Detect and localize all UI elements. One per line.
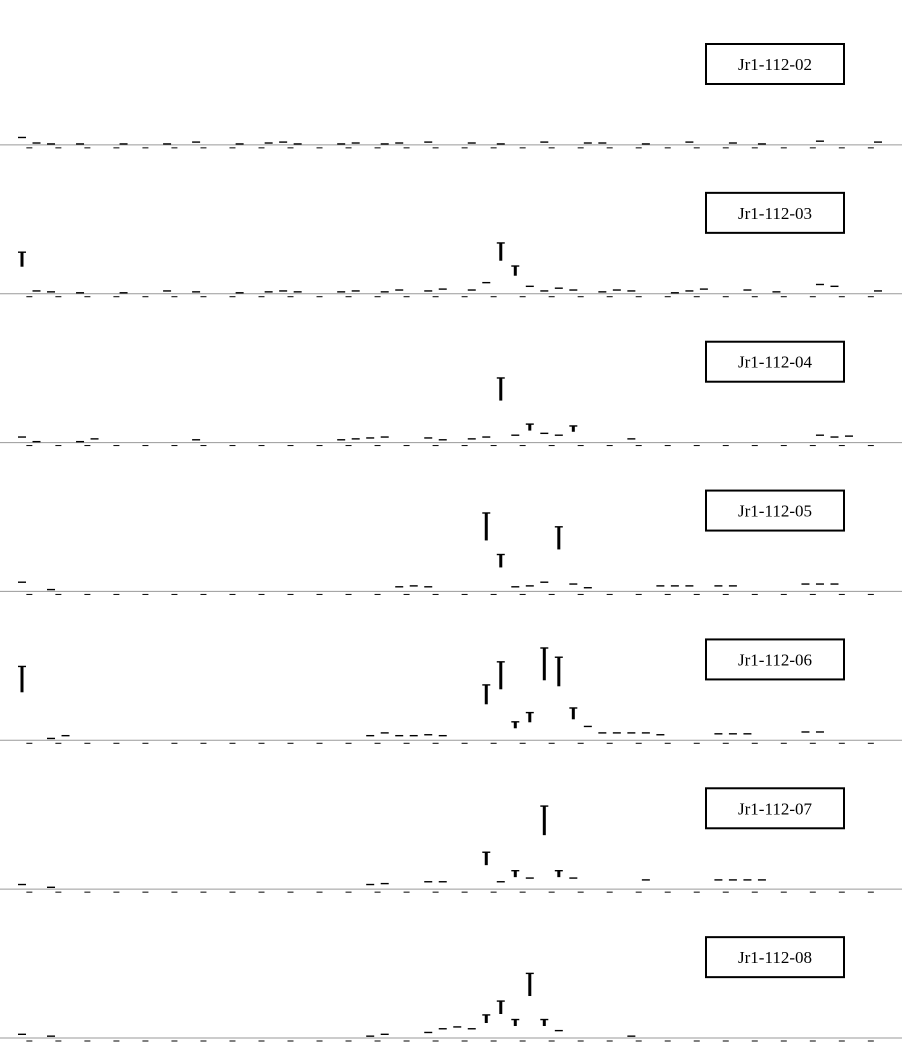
- sample-label-box: [705, 43, 845, 85]
- peak-mark: [499, 554, 503, 568]
- peak-mark: [499, 661, 503, 690]
- sample-label: Jr1-112-07: [738, 799, 812, 818]
- peak-mark: [499, 1001, 503, 1015]
- peak-mark: [557, 526, 561, 550]
- peak-mark: [528, 712, 532, 723]
- peak-mark: [20, 252, 24, 267]
- spectrum-panel-1: Jr1-112-02: [0, 43, 902, 149]
- peak-mark: [513, 1019, 517, 1027]
- peak-mark: [542, 1019, 546, 1027]
- spectrum-panel-6: Jr1-112-07: [0, 787, 902, 893]
- sample-label-box: [705, 638, 845, 681]
- peak-mark: [557, 870, 561, 878]
- sample-label: Jr1-112-04: [738, 353, 812, 372]
- spectrum-panel-3: Jr1-112-04: [0, 340, 902, 447]
- peak-mark: [571, 425, 575, 432]
- peak-mark: [499, 377, 503, 401]
- peak-mark: [484, 852, 488, 866]
- peak-mark: [20, 666, 24, 693]
- peak-mark: [484, 512, 488, 541]
- peak-mark: [542, 806, 546, 836]
- spectrum-panel-2: Jr1-112-03: [0, 191, 902, 298]
- sample-label: Jr1-112-05: [738, 502, 812, 521]
- sample-label-box: [705, 489, 845, 532]
- peak-mark: [557, 657, 561, 687]
- peak-mark: [484, 1014, 488, 1024]
- peak-mark: [499, 242, 503, 261]
- spectrum-panel-7: Jr1-112-08: [0, 936, 902, 1042]
- sample-label-box: [705, 340, 845, 383]
- peak-mark: [571, 707, 575, 720]
- spectrum-panel-5: Jr1-112-06: [0, 638, 902, 744]
- sample-label: Jr1-112-06: [738, 650, 812, 669]
- peak-mark: [542, 647, 546, 681]
- sample-label: Jr1-112-08: [738, 948, 812, 967]
- sample-label: Jr1-112-03: [738, 204, 812, 223]
- peak-mark: [513, 870, 517, 878]
- peak-mark: [484, 684, 488, 705]
- sample-label-box: [705, 191, 845, 234]
- peak-mark: [528, 973, 532, 997]
- peak-mark: [528, 424, 532, 431]
- sample-label: Jr1-112-02: [738, 55, 812, 74]
- peak-mark: [513, 721, 517, 729]
- sample-label-box: [705, 787, 845, 830]
- sample-label-box: [705, 936, 845, 979]
- peak-mark: [513, 266, 517, 276]
- spectrum-panel-4: Jr1-112-05: [0, 489, 902, 595]
